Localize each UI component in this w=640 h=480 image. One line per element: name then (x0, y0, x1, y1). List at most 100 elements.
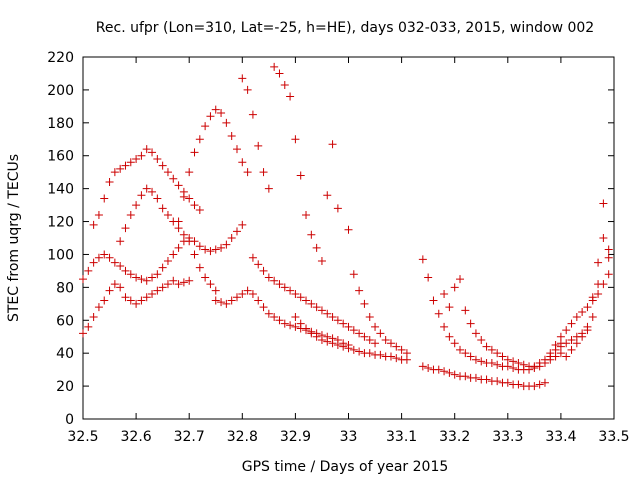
data-point-arc-c (126, 158, 135, 167)
data-point-arc-b (169, 250, 178, 259)
data-point-arc-a (100, 296, 109, 305)
data-point-arc-a (185, 276, 194, 285)
data-point-arc-l (535, 380, 544, 389)
data-point-arc-h (365, 336, 374, 345)
data-point-arc-a (174, 280, 183, 289)
data-point-arc-l (514, 380, 523, 389)
data-point-arc-m (487, 345, 496, 354)
data-point-arc-k (477, 357, 486, 366)
data-point-arc-f (264, 184, 273, 193)
data-point-arc-h (248, 253, 257, 262)
data-point-arc-i (355, 286, 364, 295)
data-point-arc-a (163, 280, 172, 289)
data-point-arc-h (254, 260, 263, 269)
data-point-arc-g (286, 321, 295, 330)
data-point-arc-o (604, 245, 613, 254)
data-point-arc-k (466, 352, 475, 361)
data-point-arc-e (211, 105, 220, 114)
data-point-arc-c (110, 168, 119, 177)
data-point-arc-m (540, 355, 549, 364)
y-axis-label: STEC from uqrg / TECUs (6, 154, 22, 322)
data-point-arc-g (248, 289, 257, 298)
data-point-arc-h (302, 296, 311, 305)
data-point-arc-f (238, 74, 247, 83)
data-point-arc-f (317, 257, 326, 266)
data-point-arc-j (349, 345, 358, 354)
data-point-arc-j (323, 337, 332, 346)
data-point-arc-m (498, 352, 507, 361)
data-point-arc-c (158, 161, 167, 170)
data-point-arc-g (264, 309, 273, 318)
data-point-arc-c (121, 161, 130, 170)
data-point-arc-g (222, 299, 231, 308)
data-point-arc-a (84, 322, 93, 331)
data-point-arc-n (551, 340, 560, 349)
y-axis: 0 20 40 60 80 100 120 140 160 180 200 220 (47, 50, 614, 428)
y-tick-label: 180 (47, 116, 74, 132)
data-point-arc-i (349, 270, 358, 279)
data-point-arc-c (185, 194, 194, 203)
data-point-arc-b (79, 275, 87, 284)
data-point-arc-h (280, 283, 289, 292)
data-point-arc-j (402, 355, 411, 364)
data-point-arc-m (461, 306, 470, 315)
y-tick-label: 220 (47, 50, 74, 66)
y-tick-label: 140 (47, 182, 74, 198)
data-point-arc-n (578, 308, 587, 317)
data-point-arc-n (567, 319, 576, 328)
data-point-arc-j (344, 344, 353, 353)
data-point-arc-a (137, 296, 146, 305)
data-point-arc-e (174, 217, 183, 226)
data-point-arc-d (206, 280, 215, 289)
data-point-arc-d (116, 237, 125, 246)
y-tick-label: 20 (56, 379, 74, 395)
data-point-arc-d (153, 194, 162, 203)
data-point-arc-f (243, 85, 252, 94)
data-point-arc-n (572, 312, 581, 321)
data-point-arc-g (270, 312, 279, 321)
data-point-arc-l (418, 362, 427, 371)
x-tick-label: 32.8 (227, 429, 258, 445)
data-point-arc-o (588, 312, 597, 321)
data-point-arc-m (509, 357, 518, 366)
data-point-arc-i (386, 339, 395, 348)
y-tick-label: 200 (47, 83, 74, 99)
data-point-arc-g (227, 296, 236, 305)
data-point-arc-c (153, 155, 162, 164)
data-point-arc-k (450, 339, 459, 348)
data-point-arc-l (424, 363, 433, 372)
data-point-arc-m (445, 303, 454, 312)
data-point-arc-a (126, 296, 135, 305)
data-point-arc-p (588, 293, 597, 302)
data-point-arc-e (206, 112, 215, 121)
data-point-arc-f (254, 141, 263, 150)
data-point-arc-f (259, 168, 268, 177)
data-point-arc-n (556, 332, 565, 341)
data-point-arc-c (105, 178, 114, 187)
data-point-arc-j (307, 329, 316, 338)
data-point-arc-p (583, 326, 592, 335)
data-point-arc-a (169, 276, 178, 285)
data-point-arc-f (333, 204, 342, 213)
data-point-arc-k (487, 359, 496, 368)
data-point-arc-b (232, 227, 241, 236)
data-point-arc-a (89, 312, 98, 321)
data-point-arc-l (440, 367, 449, 376)
data-point-arc-c (190, 201, 199, 210)
x-tick-label: 32.9 (280, 429, 311, 445)
data-point-arc-d (201, 273, 210, 282)
data-point-arc-h (291, 289, 300, 298)
data-point-arc-l (503, 378, 512, 387)
data-point-arc-b (116, 261, 125, 270)
x-tick-label: 33.2 (439, 429, 470, 445)
data-point-arc-c (148, 148, 157, 157)
data-point-arc-i (381, 336, 390, 345)
data-point-arc-b (211, 245, 220, 254)
data-point-arc-h (275, 280, 284, 289)
data-point-arc-h (312, 303, 321, 312)
data-point-arc-b (110, 258, 119, 267)
data-point-arc-m (514, 359, 523, 368)
data-point-arc-e (232, 145, 241, 154)
